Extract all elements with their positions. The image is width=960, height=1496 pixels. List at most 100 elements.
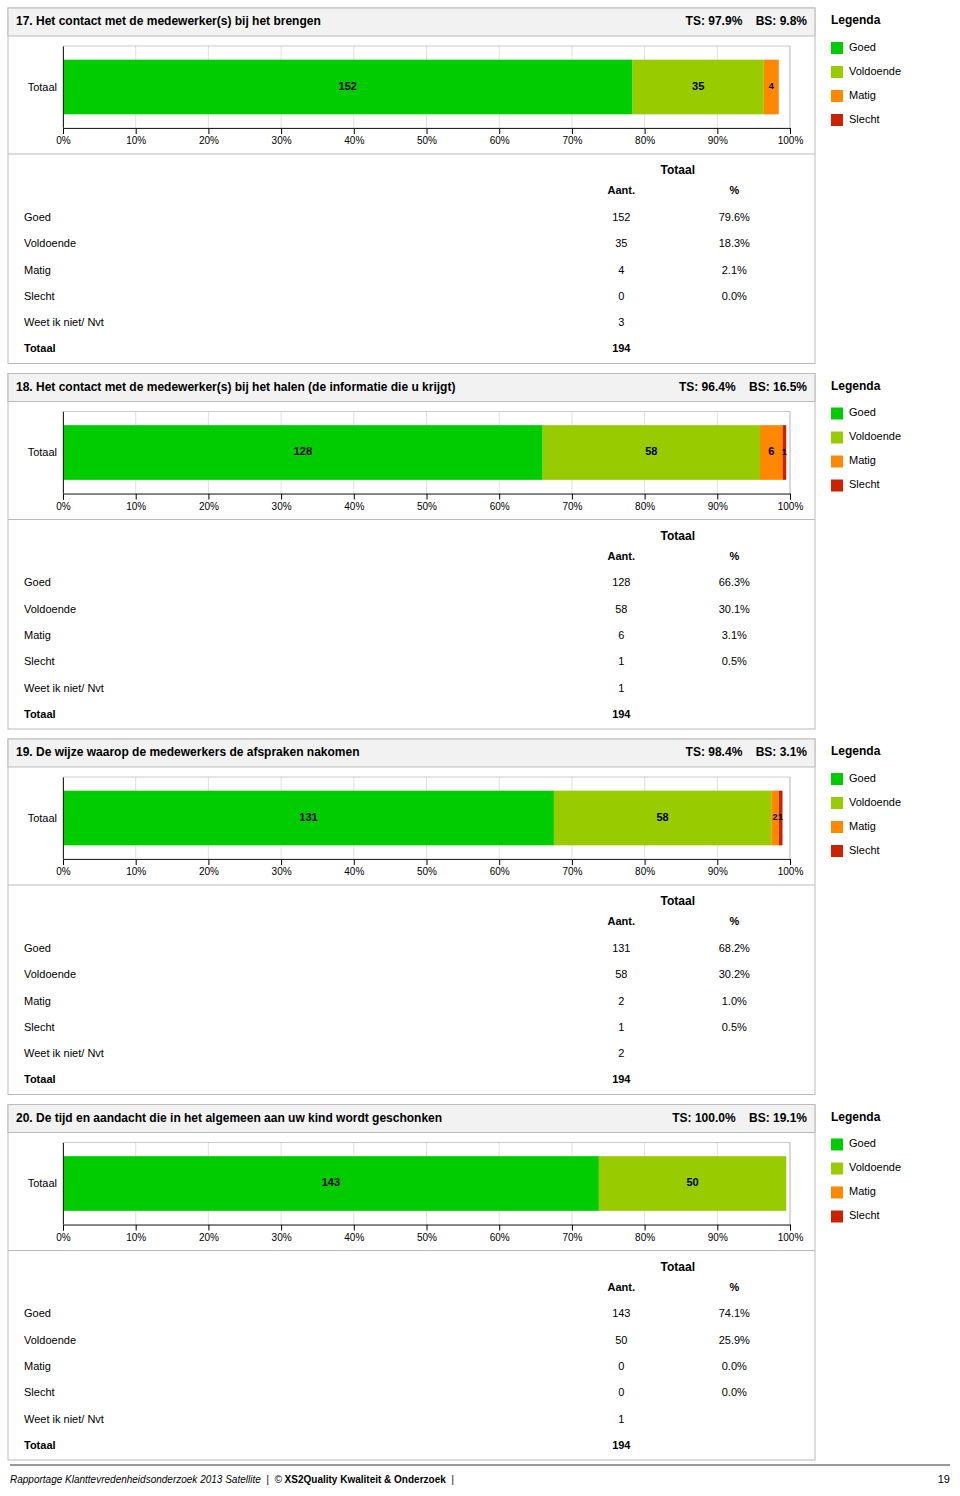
x-tick-label: 90% — [708, 135, 728, 146]
table-count: 143 — [612, 1307, 630, 1319]
x-tick: 60% — [490, 128, 510, 146]
block: TS: 98.4% BS: 3.1%19. De wijze waarop de… — [8, 739, 815, 1095]
x-tick-label: 100% — [778, 501, 804, 512]
data-labels: 152354 — [339, 80, 774, 92]
x-tick: 0% — [56, 1225, 71, 1243]
legend-swatch — [831, 1211, 843, 1223]
bars — [63, 60, 779, 115]
x-tick: 70% — [562, 1225, 582, 1243]
x-axis-line — [64, 129, 791, 135]
x-tick: 100% — [778, 1225, 804, 1243]
legend-title: Legenda — [831, 13, 881, 27]
x-tick: 30% — [272, 1225, 292, 1243]
table-header: Totaal — [661, 529, 695, 543]
table-pct: 0.5% — [722, 655, 747, 667]
legend: LegendaGoedVoldoendeMatigSlecht — [831, 744, 901, 857]
table-count: 2 — [618, 995, 624, 1007]
block-frame — [8, 1105, 815, 1461]
x-tick: 0% — [56, 494, 71, 512]
bar-segment — [633, 60, 764, 115]
table-row-label: Goed — [24, 576, 51, 588]
x-tick-label: 80% — [635, 135, 655, 146]
x-tick-label: 90% — [708, 866, 728, 877]
bar-segment — [783, 425, 787, 480]
footer-text: | — [446, 1474, 454, 1485]
bars — [63, 1156, 786, 1211]
legend-entry: Voldoende — [849, 430, 901, 442]
x-tick: 100% — [778, 128, 804, 146]
x-tick-label: 30% — [272, 501, 292, 512]
title-bar — [8, 739, 815, 767]
table-separator — [8, 885, 815, 886]
x-tick-label: 20% — [199, 1232, 219, 1243]
x-tick-label: 20% — [199, 501, 219, 512]
x-tick: 80% — [635, 859, 655, 877]
table-row-label: Matig — [24, 995, 51, 1007]
x-tick-mark — [499, 1225, 500, 1231]
data-label: 50 — [686, 1176, 698, 1188]
grid — [63, 46, 790, 128]
table-row-label: Goed — [24, 942, 51, 954]
x-tick-mark — [790, 128, 791, 134]
table-count: 128 — [612, 576, 630, 588]
title-bar — [8, 1105, 815, 1133]
x-tick-label: 60% — [490, 866, 510, 877]
table-count: 0 — [618, 1386, 624, 1398]
bar-segment — [543, 425, 760, 480]
legend-swatch — [831, 845, 843, 857]
legend-swatch — [831, 1139, 843, 1151]
x-tick-mark — [427, 1225, 428, 1231]
x-tick-mark — [572, 859, 573, 865]
legend: LegendaGoedVoldoendeMatigSlecht — [831, 1110, 901, 1223]
x-tick-label: 0% — [56, 135, 71, 146]
plot-frame — [63, 777, 790, 859]
table-count: 50 — [615, 1334, 627, 1346]
table-pct: 2.1% — [722, 264, 747, 276]
table-separator — [8, 519, 815, 520]
x-tick-mark — [645, 1225, 646, 1231]
y-axis: Totaal — [28, 1143, 64, 1225]
x-tick: 70% — [562, 128, 582, 146]
page-number: 19 — [938, 1473, 950, 1485]
legend-entry: Slecht — [849, 844, 880, 856]
x-tick-label: 80% — [635, 866, 655, 877]
x-tick-label: 30% — [272, 866, 292, 877]
legend-swatch — [831, 114, 843, 126]
bar-segment — [786, 1156, 787, 1211]
table-row-label: Matig — [24, 629, 51, 641]
table-row-label: Goed — [24, 211, 51, 223]
x-axis-line — [64, 1225, 791, 1231]
x-axis: 0%10%20%30%40%50%60%70%80%90%100% — [56, 494, 803, 512]
data-label: 6 — [768, 445, 774, 457]
x-tick-label: 10% — [126, 866, 146, 877]
table-row-label: Totaal — [24, 1439, 56, 1451]
table-row-label: Slecht — [24, 655, 55, 667]
grid — [63, 1143, 790, 1225]
table-count: 0 — [618, 1360, 624, 1372]
block-frame — [8, 374, 815, 730]
legend-entry: Slecht — [849, 478, 880, 490]
table-row-label: Matig — [24, 264, 51, 276]
x-tick-label: 60% — [490, 135, 510, 146]
x-tick: 90% — [708, 128, 728, 146]
y-axis: Totaal — [28, 47, 64, 129]
bars — [63, 791, 783, 846]
legend-entry: Voldoende — [849, 65, 901, 77]
footer: Rapportage Klanttevredenheidsonderzoek 2… — [10, 1465, 950, 1485]
x-tick: 50% — [417, 859, 437, 877]
table-row-label: Weet ik niet/ Nvt — [24, 1413, 104, 1425]
footer-text: Rapportage Klanttevredenheidsonderzoek 2… — [10, 1474, 274, 1485]
title: 19. De wijze waarop de medewerkers de af… — [16, 745, 359, 759]
data-label: 58 — [645, 445, 657, 457]
table-row-label: Totaal — [24, 342, 56, 354]
legend-entry: Voldoende — [849, 1161, 901, 1173]
table-count: 194 — [612, 708, 631, 720]
table-column-header: % — [729, 915, 739, 927]
table-pct: 3.1% — [722, 629, 747, 641]
table-count: 194 — [612, 1073, 631, 1085]
chart-root: TS: 97.9% BS: 9.8%17. Het contact met de… — [0, 0, 960, 1496]
x-tick-mark — [645, 494, 646, 500]
bar-segment — [554, 791, 771, 846]
data-label: 2 — [773, 812, 778, 822]
x-tick-mark — [645, 859, 646, 865]
